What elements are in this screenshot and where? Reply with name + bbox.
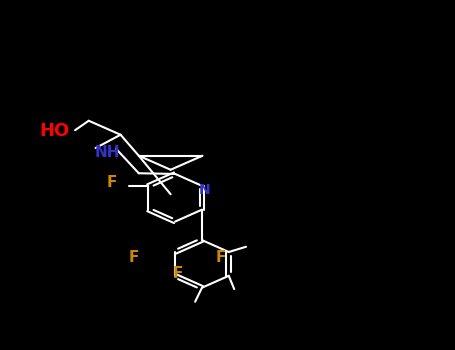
Text: F: F <box>106 175 116 190</box>
Text: NH: NH <box>94 145 120 160</box>
Text: F: F <box>172 266 182 280</box>
Text: HO: HO <box>40 122 70 140</box>
Text: N: N <box>198 183 210 197</box>
Text: F: F <box>216 250 226 265</box>
Text: F: F <box>129 250 139 265</box>
